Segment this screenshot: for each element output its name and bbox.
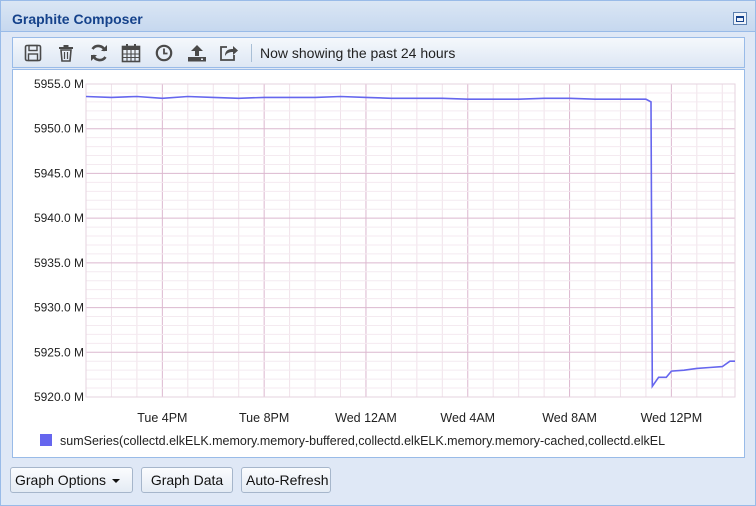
delete-icon[interactable]	[55, 43, 77, 63]
legend-swatch	[40, 434, 52, 446]
refresh-icon[interactable]	[88, 43, 110, 63]
x-tick-label: Tue 8PM	[239, 411, 289, 425]
y-tick-label: 5945.0 M	[34, 166, 84, 180]
maximize-button[interactable]	[733, 12, 747, 25]
auto-refresh-button[interactable]: Auto-Refresh	[241, 467, 331, 493]
x-axis-ticks: Tue 4PM Tue 8PM Wed 12AM Wed 4AM Wed 8AM Wed …	[137, 411, 702, 425]
window-title: Graphite Composer	[12, 11, 143, 27]
upload-icon[interactable]	[186, 43, 208, 63]
clock-icon[interactable]	[153, 43, 175, 63]
x-tick-label: Wed 12AM	[335, 411, 397, 425]
calendar-icon[interactable]	[120, 43, 142, 63]
graph-options-label: Graph Options	[15, 472, 107, 488]
x-tick-label: Tue 4PM	[137, 411, 187, 425]
x-tick-label: Wed 4AM	[440, 411, 495, 425]
y-tick-label: 5920.0 M	[34, 390, 84, 404]
button-bar: Graph Options Graph Data Auto-Refresh	[1, 459, 755, 505]
legend-label: sumSeries(collectd.elkELK.memory.memory-…	[60, 434, 665, 448]
y-tick-label: 5925.0 M	[34, 345, 84, 359]
x-tick-label: Wed 12PM	[641, 411, 703, 425]
title-bar: Graphite Composer	[1, 1, 755, 32]
toolbar: Now showing the past 24 hours	[12, 37, 745, 68]
y-tick-label: 5950.0 M	[34, 122, 84, 136]
y-tick-label: 5955.0 M	[34, 77, 84, 91]
line-chart: 5955.0 M 5950.0 M 5945.0 M 5940.0 M 5935.0 M…	[34, 77, 736, 448]
share-icon[interactable]	[218, 43, 240, 63]
x-tick-label: Wed 8AM	[542, 411, 597, 425]
chart-grid	[85, 83, 736, 398]
time-range-status: Now showing the past 24 hours	[260, 45, 456, 61]
save-icon[interactable]	[22, 43, 44, 63]
graph-data-button[interactable]: Graph Data	[141, 467, 233, 493]
y-tick-label: 5935.0 M	[34, 256, 84, 270]
y-tick-label: 5930.0 M	[34, 301, 84, 315]
graph-options-button[interactable]: Graph Options	[10, 467, 133, 493]
series-line	[85, 95, 735, 389]
dropdown-arrow-icon	[111, 479, 120, 484]
graph-panel: 5955.0 M 5950.0 M 5945.0 M 5940.0 M 5935.0 M…	[12, 69, 745, 458]
y-tick-label: 5940.0 M	[34, 211, 84, 225]
plot-frame	[85, 83, 736, 398]
toolbar-separator	[251, 44, 252, 62]
y-axis-ticks: 5955.0 M 5950.0 M 5945.0 M 5940.0 M 5935.0 M…	[34, 77, 84, 404]
